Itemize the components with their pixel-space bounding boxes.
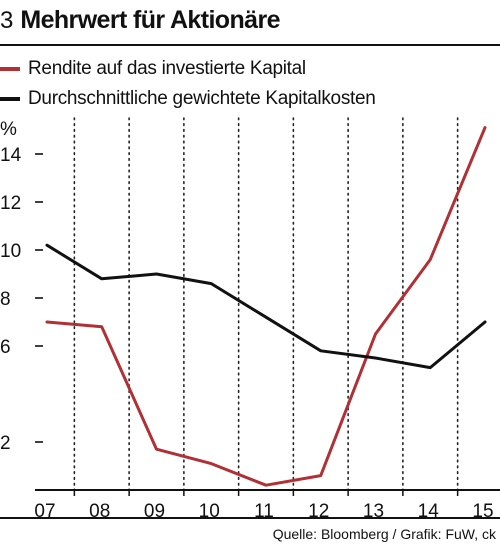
y-tick-label: 12 xyxy=(0,193,21,214)
series-layer xyxy=(45,126,487,487)
data-point xyxy=(484,127,486,129)
data-point xyxy=(46,244,48,246)
data-point xyxy=(375,357,376,359)
x-tick-label: 12 xyxy=(308,501,329,522)
legend-swatch-roic xyxy=(0,67,20,71)
data-point xyxy=(210,283,212,285)
data-point xyxy=(46,321,48,323)
x-tick-label: 14 xyxy=(418,501,440,522)
data-point xyxy=(429,367,431,369)
y-tick-label: 14 xyxy=(0,145,22,166)
x-tick-label: 07 xyxy=(34,501,55,522)
y-tick-label: 8 xyxy=(0,289,11,310)
y-tick-label: 6 xyxy=(0,337,11,358)
legend-swatch-wacc xyxy=(0,97,20,101)
x-tick-label: 11 xyxy=(254,501,274,522)
data-point xyxy=(265,484,267,486)
grid-layer xyxy=(73,117,459,491)
x-tick-label: 13 xyxy=(363,501,384,522)
data-point xyxy=(320,350,322,352)
legend: Rendite auf das investierte Kapital Durc… xyxy=(0,56,376,116)
data-point xyxy=(320,475,322,477)
figure-number: 3 xyxy=(0,7,13,34)
data-point xyxy=(429,259,431,261)
data-point xyxy=(156,273,157,275)
x-tick-label: 09 xyxy=(144,501,165,522)
data-point xyxy=(265,316,267,318)
data-point xyxy=(375,333,376,335)
legend-label-roic: Rendite auf das investierte Kapital xyxy=(28,58,306,79)
title-rule xyxy=(0,44,500,46)
x-tick-label: 10 xyxy=(199,501,220,522)
chart-title-row: 3 Mehrwert für Aktionäre xyxy=(0,6,280,36)
series-line-0 xyxy=(45,126,487,487)
legend-item-wacc: Durchschnittliche gewichtete Kapitalkost… xyxy=(0,86,376,112)
y-tick-label: 2 xyxy=(0,433,11,454)
axis-layer: 07 08 09 10 11 12 13 14 15 2 6 8 10 12 14 xyxy=(0,145,500,522)
legend-label-wacc: Durchschnittliche gewichtete Kapitalkost… xyxy=(28,88,376,109)
y-tick-label: 10 xyxy=(0,241,21,262)
legend-item-roic: Rendite auf das investierte Kapital xyxy=(0,56,376,82)
bottom-rule xyxy=(0,517,500,519)
data-point xyxy=(210,463,212,465)
data-point xyxy=(101,326,103,328)
y-axis-unit: % xyxy=(0,119,17,140)
x-tick-label: 15 xyxy=(472,501,493,522)
source-note: Quelle: Bloomberg / Grafik: FuW, ck xyxy=(272,526,496,542)
data-point xyxy=(156,448,157,450)
chart-title: Mehrwert für Aktionäre xyxy=(20,6,280,34)
x-tick-label: 08 xyxy=(89,501,110,522)
data-point xyxy=(484,321,486,323)
data-point xyxy=(101,278,103,280)
